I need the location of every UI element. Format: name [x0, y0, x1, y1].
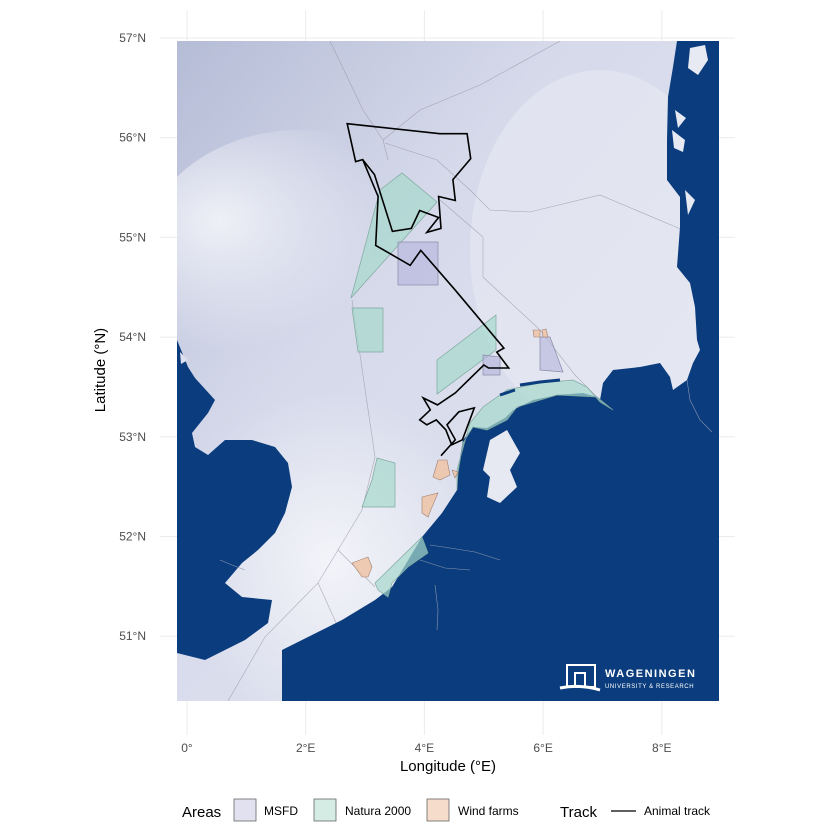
wur-logo: WAGENINGEN UNIVERSITY & RESEARCH	[559, 664, 696, 692]
ijsselmeer	[483, 430, 520, 503]
y-axis-title: Latitude (°N)	[92, 328, 109, 412]
land-continent	[282, 41, 719, 701]
x-axis-ticks: 0° 2°E 4°E 6°E 8°E	[181, 741, 671, 755]
legend-swatch-msfd	[233, 798, 257, 822]
msfd-area	[482, 354, 501, 376]
x-tick-label: 4°E	[415, 741, 434, 755]
legend-swatch-wind-farms	[426, 798, 450, 822]
river	[419, 559, 471, 571]
natura-2000-areas	[350, 172, 614, 598]
eez-line	[439, 199, 601, 401]
legend-track-title: Track	[560, 804, 597, 821]
y-tick-label: 54°N	[119, 330, 146, 344]
sea-german-bight	[470, 70, 719, 430]
legend-label-animal-track: Animal track	[644, 804, 711, 818]
eez-line	[382, 41, 561, 141]
wind-farm-areas	[351, 328, 549, 578]
eez-boundaries	[227, 41, 684, 701]
legend-areas-title: Areas	[182, 804, 221, 821]
natura-2000-delta	[374, 536, 429, 598]
river	[429, 544, 501, 561]
x-tick-label: 8°E	[652, 741, 671, 755]
river	[686, 379, 713, 433]
river	[434, 584, 439, 631]
natura-2000-wadden	[456, 379, 614, 491]
wind-farm	[432, 459, 451, 481]
x-tick-label: 0°	[181, 741, 193, 755]
danish-islands	[672, 45, 708, 215]
rivers	[219, 379, 713, 631]
y-axis-ticks: 51°N 52°N 53°N 54°N 55°N 56°N 57°N	[119, 31, 146, 643]
natura-2000-area	[436, 314, 497, 395]
eez-line	[329, 41, 389, 161]
logo-line-1: WAGENINGEN	[605, 668, 696, 680]
x-tick-label: 2°E	[296, 741, 315, 755]
river	[219, 559, 246, 571]
natura-2000-area	[351, 307, 384, 353]
y-tick-label: 56°N	[119, 131, 146, 145]
legend-label-msfd: MSFD	[264, 804, 298, 818]
wind-farm	[451, 469, 459, 479]
wur-logo-mark	[559, 664, 601, 692]
logo-line-2: UNIVERSITY & RESEARCH	[605, 684, 694, 690]
map-panel: WAGENINGEN UNIVERSITY & RESEARCH	[177, 41, 719, 701]
x-axis-title: Longitude (°E)	[400, 758, 496, 775]
natura-2000-area	[350, 172, 438, 299]
y-tick-label: 53°N	[119, 430, 146, 444]
y-tick-label: 52°N	[119, 530, 146, 544]
natura-2000-area	[361, 457, 396, 508]
y-tick-label: 51°N	[119, 629, 146, 643]
wind-farm	[532, 329, 541, 338]
eez-line	[384, 142, 684, 231]
wind-farm	[541, 328, 549, 338]
y-tick-label: 57°N	[119, 31, 146, 45]
legend-label-wind-farms: Wind farms	[458, 804, 519, 818]
legend-swatch-natura-2000	[313, 798, 337, 822]
eez-line	[317, 582, 339, 628]
land-england	[177, 340, 292, 660]
msfd-areas	[397, 241, 564, 376]
coast-detail	[180, 352, 188, 364]
legend: Areas MSFD Natura 2000 Wind farms Track …	[182, 798, 711, 822]
legend-label-natura-2000: Natura 2000	[345, 804, 411, 818]
y-tick-label: 55°N	[119, 230, 146, 244]
animal-track	[346, 122, 511, 457]
wind-farm	[351, 556, 373, 578]
x-tick-label: 6°E	[533, 741, 552, 755]
wind-farm	[421, 492, 439, 518]
wadden-islands-channels	[499, 378, 561, 397]
